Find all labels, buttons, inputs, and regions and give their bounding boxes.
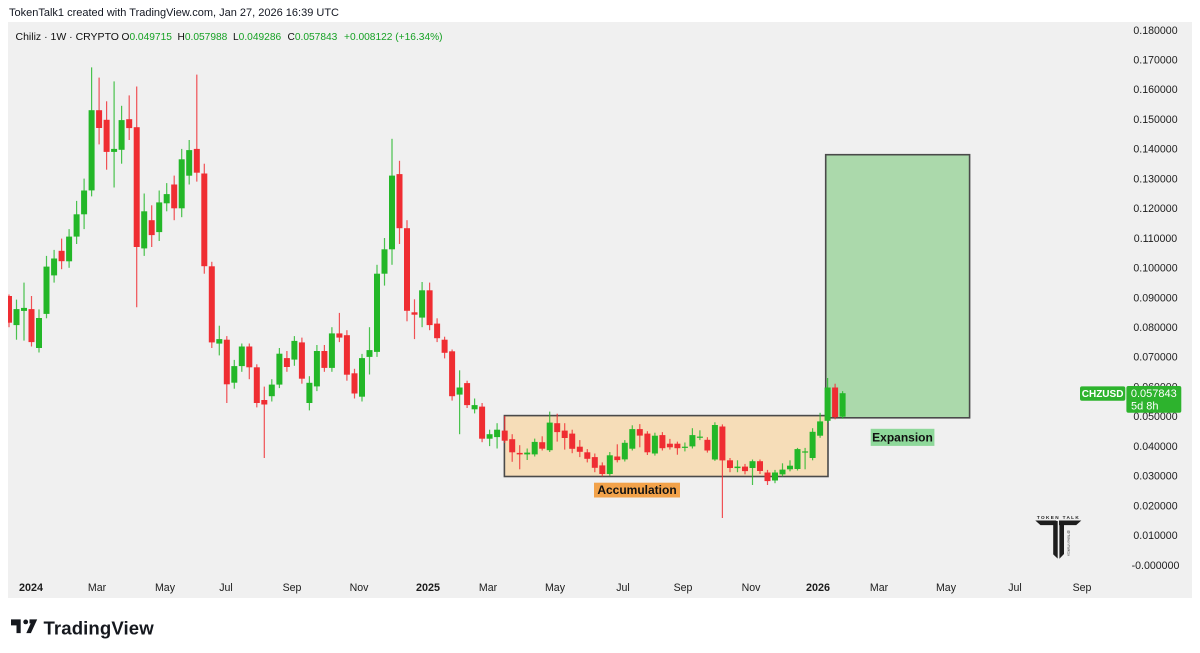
svg-text:0.120000: 0.120000 bbox=[1133, 203, 1177, 215]
svg-text:Nov: Nov bbox=[350, 582, 370, 594]
svg-text:Jul: Jul bbox=[1008, 582, 1022, 594]
svg-text:2024: 2024 bbox=[19, 582, 43, 594]
svg-text:0.130000: 0.130000 bbox=[1133, 173, 1177, 185]
svg-text:Mar: Mar bbox=[479, 582, 498, 594]
svg-text:Jul: Jul bbox=[219, 582, 233, 594]
svg-text:May: May bbox=[936, 582, 957, 594]
svg-text:0.070000: 0.070000 bbox=[1133, 352, 1177, 364]
svg-text:0.057843: 0.057843 bbox=[1131, 388, 1177, 400]
svg-text:Mar: Mar bbox=[88, 582, 107, 594]
svg-text:Accumulation: Accumulation bbox=[597, 483, 676, 497]
svg-text:0.090000: 0.090000 bbox=[1133, 292, 1177, 304]
svg-text:O0.049715: O0.049715 bbox=[122, 32, 173, 43]
svg-text:H0.057988: H0.057988 bbox=[178, 32, 228, 43]
svg-text:0.140000: 0.140000 bbox=[1133, 144, 1177, 156]
svg-text:+0.008122 (+16.34%): +0.008122 (+16.34%) bbox=[344, 32, 443, 43]
svg-text:TradingView: TradingView bbox=[44, 618, 155, 639]
svg-text:Sep: Sep bbox=[674, 582, 693, 594]
svg-text:CHZUSD: CHZUSD bbox=[1082, 389, 1124, 400]
svg-text:0.100000: 0.100000 bbox=[1133, 263, 1177, 275]
svg-text:Jul: Jul bbox=[616, 582, 630, 594]
svg-text:May: May bbox=[155, 582, 176, 594]
svg-text:Chiliz · 1W · CRYPTO: Chiliz · 1W · CRYPTO bbox=[16, 31, 119, 43]
svg-text:5d 8h: 5d 8h bbox=[1131, 401, 1159, 413]
svg-text:TokenTalk1 created with Tradin: TokenTalk1 created with TradingView.com,… bbox=[9, 7, 339, 19]
svg-text:Sep: Sep bbox=[283, 582, 302, 594]
svg-text:0.110000: 0.110000 bbox=[1134, 233, 1178, 245]
svg-text:0.150000: 0.150000 bbox=[1133, 114, 1177, 126]
svg-text:Sep: Sep bbox=[1073, 582, 1092, 594]
svg-text:2026: 2026 bbox=[806, 582, 830, 594]
svg-text:C0.057843: C0.057843 bbox=[288, 32, 338, 43]
svg-text:0.160000: 0.160000 bbox=[1133, 84, 1177, 96]
svg-text:@TokenTalk1x: @TokenTalk1x bbox=[1066, 530, 1071, 556]
svg-text:0.180000: 0.180000 bbox=[1133, 25, 1177, 37]
svg-text:TOKEN TALK: TOKEN TALK bbox=[1037, 515, 1080, 520]
svg-text:Expansion: Expansion bbox=[872, 430, 933, 444]
svg-text:0.020000: 0.020000 bbox=[1133, 500, 1177, 512]
svg-text:0.080000: 0.080000 bbox=[1133, 322, 1177, 334]
svg-text:0.030000: 0.030000 bbox=[1133, 471, 1177, 483]
svg-text:2025: 2025 bbox=[416, 582, 440, 594]
svg-text:-0.000000: -0.000000 bbox=[1132, 560, 1180, 572]
svg-text:0.040000: 0.040000 bbox=[1133, 441, 1177, 453]
svg-text:Nov: Nov bbox=[742, 582, 762, 594]
svg-text:L0.049286: L0.049286 bbox=[233, 32, 281, 43]
svg-text:0.050000: 0.050000 bbox=[1133, 411, 1177, 423]
svg-text:0.170000: 0.170000 bbox=[1133, 55, 1177, 67]
svg-text:0.010000: 0.010000 bbox=[1133, 530, 1177, 542]
svg-text:Mar: Mar bbox=[870, 582, 889, 594]
svg-text:May: May bbox=[545, 582, 566, 594]
